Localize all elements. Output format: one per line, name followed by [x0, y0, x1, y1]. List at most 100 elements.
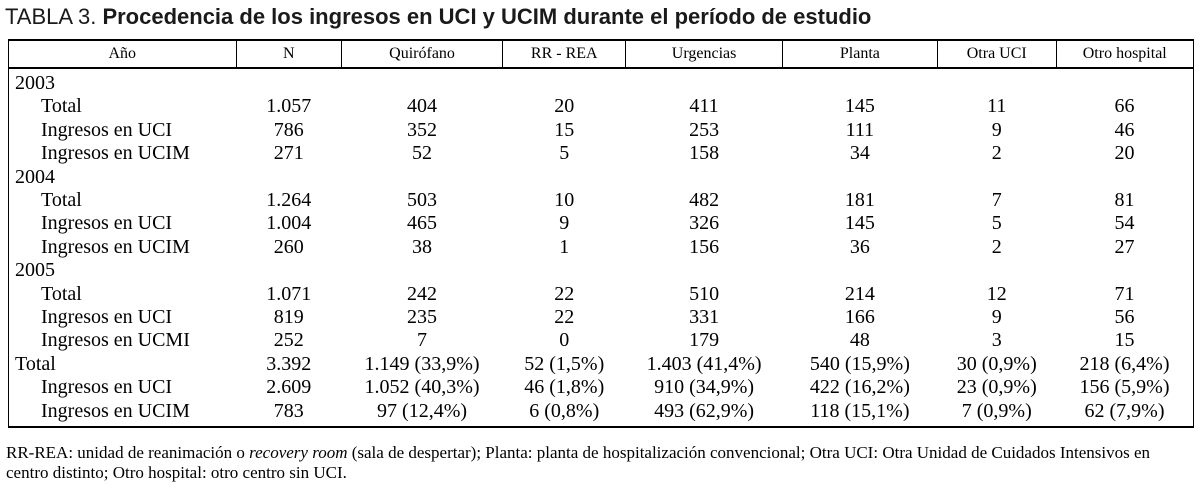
cell-value: 1.403 (41,4%) — [646, 352, 762, 375]
cell-value: 179 — [689, 329, 720, 352]
row-label: Ingresos en UCIM — [41, 142, 190, 165]
cell-value — [503, 166, 626, 189]
cell-value — [1056, 259, 1194, 282]
cell-value — [938, 166, 1057, 189]
row-label: Total — [41, 189, 82, 212]
cell-value — [938, 68, 1057, 95]
cell-value: 242 — [407, 282, 438, 305]
table-row: Ingresos en UCIM 260 38 1 156 36 2 27 — [9, 236, 1194, 259]
table-row: Total 1.264 503 10 482 181 7 81 — [9, 189, 1194, 212]
cell-value: 97 (12,4%) — [377, 399, 468, 422]
cell-value: 156 — [689, 235, 720, 258]
cell-value: 118 (15,1%) — [810, 399, 910, 422]
cell-value: 158 — [689, 142, 720, 165]
cell-value: 786 — [273, 118, 304, 141]
cell-value — [782, 68, 937, 95]
cell-value — [236, 166, 341, 189]
footnote-italic-text: recovery room — [249, 443, 348, 463]
cell-value: 9 — [559, 212, 570, 235]
table-row: Ingresos en UCIM 271 52 5 158 34 2 20 — [9, 142, 1194, 165]
cell-value — [1056, 166, 1194, 189]
table-row: Ingresos en UCI 819 235 22 331 166 9 56 — [9, 306, 1194, 329]
cell-value: 253 — [689, 118, 720, 141]
row-label: Ingresos en UCI — [41, 376, 173, 399]
column-header: N — [235, 40, 342, 68]
cell-value: 22 — [554, 306, 575, 329]
table-header-row: Año N Quirófano RR - REA Urgencias Planta Otra… — [8, 40, 1194, 68]
cell-value: 9 — [991, 118, 1002, 141]
cell-value: 12 — [986, 282, 1007, 305]
cell-value: 7 — [991, 189, 1002, 212]
cell-value — [1056, 68, 1194, 95]
cell-value — [341, 68, 502, 95]
row-label: Ingresos en UCIM — [41, 235, 190, 258]
cell-value — [236, 68, 341, 95]
column-header: Urgencias — [625, 40, 783, 68]
table-row: Ingresos en UCMI 252 7 0 179 48 3 15 — [9, 329, 1194, 352]
row-label: Total — [41, 282, 82, 305]
page: TABLA 3. Procedencia de los ingresos en … — [0, 4, 1201, 491]
cell-value: 910 (34,9%) — [654, 376, 755, 399]
cell-value: 52 — [412, 142, 433, 165]
cell-value — [341, 166, 502, 189]
cell-value: 510 — [689, 282, 720, 305]
table-row: Ingresos en UCIM 783 97 (12,4%) 6 (0,8%) 493… — [9, 400, 1194, 427]
cell-value: 252 — [273, 329, 304, 352]
cell-value: 22 — [554, 282, 575, 305]
cell-value: 7 (0,9%) — [961, 399, 1032, 422]
cell-value — [626, 68, 782, 95]
cell-value: 5 — [559, 142, 570, 165]
cell-value: 1.071 — [266, 282, 312, 305]
cell-value — [782, 259, 937, 282]
cell-value: 7 — [417, 329, 428, 352]
cell-value: 326 — [689, 212, 720, 235]
cell-value: 46 (1,8%) — [524, 376, 605, 399]
cell-value: 15 — [554, 118, 575, 141]
table-row: Total 3.392 1.149 (33,9%) 52 (1,5%) 1.403 (4… — [9, 353, 1194, 376]
cell-value: 15 — [1114, 329, 1135, 352]
column-header: Año — [8, 40, 237, 68]
cell-value: 1.264 — [266, 189, 312, 212]
cell-value: 1.057 — [266, 95, 312, 118]
cell-value — [626, 166, 782, 189]
cell-value: 156 (5,9%) — [1079, 376, 1170, 399]
row-label: 2004 — [15, 165, 55, 188]
cell-value — [626, 259, 782, 282]
cell-value: 56 — [1114, 306, 1135, 329]
cell-value: 2.609 — [266, 376, 312, 399]
cell-value: 23 (0,9%) — [956, 376, 1037, 399]
footnote-text-start: RR-REA: unidad de reanimación o — [6, 443, 250, 463]
cell-value: 2 — [991, 235, 1002, 258]
cell-value: 331 — [689, 306, 720, 329]
cell-value: 111 — [845, 118, 875, 141]
row-label: Ingresos en UCI — [41, 212, 173, 235]
column-header: Otro hospital — [1055, 40, 1194, 68]
table-row: Total 1.057 404 20 411 145 11 66 — [9, 95, 1194, 118]
cell-value: 62 (7,9%) — [1084, 399, 1165, 422]
column-header: Otra UCI — [937, 40, 1057, 68]
cell-value: 3.392 — [266, 352, 312, 375]
cell-value — [341, 259, 502, 282]
table-row: Total 1.071 242 22 510 214 12 71 — [9, 283, 1194, 306]
cell-value: 783 — [273, 399, 304, 422]
cell-value: 218 (6,4%) — [1079, 352, 1170, 375]
table-row: Ingresos en UCI 786 352 15 253 111 9 46 — [9, 119, 1194, 142]
cell-value: 352 — [407, 118, 438, 141]
cell-value: 404 — [407, 95, 438, 118]
column-header: Quirófano — [340, 40, 504, 68]
cell-value: 11 — [987, 95, 1007, 118]
cell-value: 819 — [273, 306, 304, 329]
cell-value — [503, 259, 626, 282]
table-row: Ingresos en UCI 1.004 465 9 326 145 5 54 — [9, 212, 1194, 235]
row-label: 2003 — [15, 72, 55, 94]
cell-value: 422 (16,2%) — [809, 376, 910, 399]
column-header: RR - REA — [502, 40, 627, 68]
cell-value: 1 — [559, 235, 570, 258]
cell-value: 9 — [991, 306, 1002, 329]
cell-value: 181 — [844, 189, 875, 212]
table-number: TABLA 3. — [5, 4, 97, 29]
cell-value: 1.052 (40,3%) — [364, 376, 480, 399]
column-header: Planta — [781, 40, 939, 68]
cell-value: 0 — [559, 329, 570, 352]
cell-value: 145 — [844, 95, 875, 118]
